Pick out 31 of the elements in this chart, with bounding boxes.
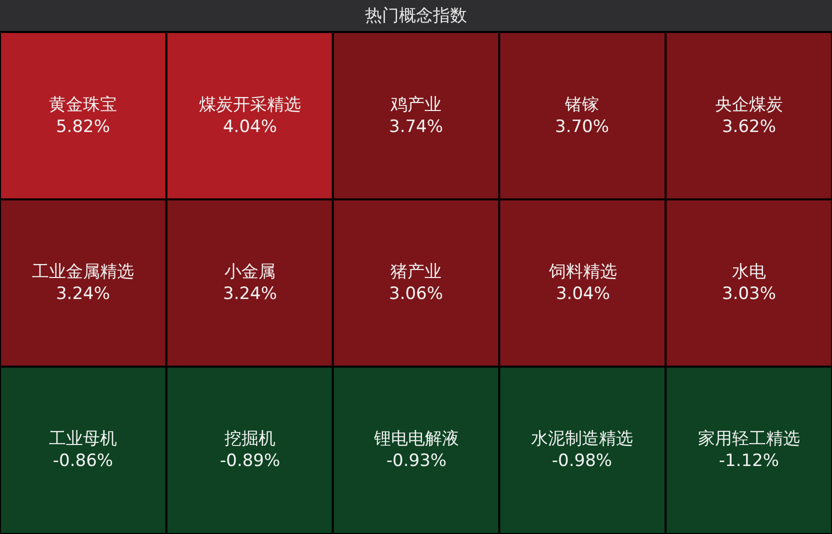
data-label: -0.93%	[386, 451, 447, 472]
category-label: 工业金属精选	[32, 262, 134, 282]
category-label: 家用轻工精选	[698, 429, 800, 449]
data-label: -0.89%	[220, 451, 280, 472]
data-label: 3.70%	[555, 117, 610, 138]
data-label: 3.24%	[56, 284, 110, 304]
text: 热门概念指数	[365, 6, 467, 26]
data-label: -0.86%	[52, 451, 114, 472]
category-label: 鸡产业	[390, 95, 442, 115]
data-label: 3.62%	[722, 117, 776, 138]
data-label: 3.03%	[722, 284, 776, 304]
data-label: 3.06%	[389, 284, 444, 304]
data-label: 3.74%	[389, 117, 444, 138]
category-label: 饲料精选	[548, 262, 617, 282]
category-label: 煤炭开采精选	[199, 95, 301, 115]
data-label: -0.98%	[552, 451, 612, 472]
data-label: 4.04%	[222, 117, 278, 138]
data-label: 3.24%	[223, 284, 278, 304]
category-label: 小金属	[224, 262, 276, 282]
data-label: -1.12%	[718, 451, 780, 472]
category-label: 猪产业	[390, 262, 442, 282]
category-label: 水泥制造精选	[531, 429, 633, 449]
category-label: 水电	[732, 262, 766, 282]
category-label: 挖掘机	[224, 429, 276, 449]
category-label: 锂电电解液	[373, 429, 459, 449]
data-label: 3.04%	[556, 284, 610, 304]
category-label: 工业母机	[49, 429, 117, 449]
category-label: 央企煤炭	[715, 95, 783, 115]
data-label: 5.82%	[56, 117, 110, 138]
category-label: 黄金珠宝	[49, 95, 117, 115]
category-label: 锗镓	[564, 95, 600, 115]
